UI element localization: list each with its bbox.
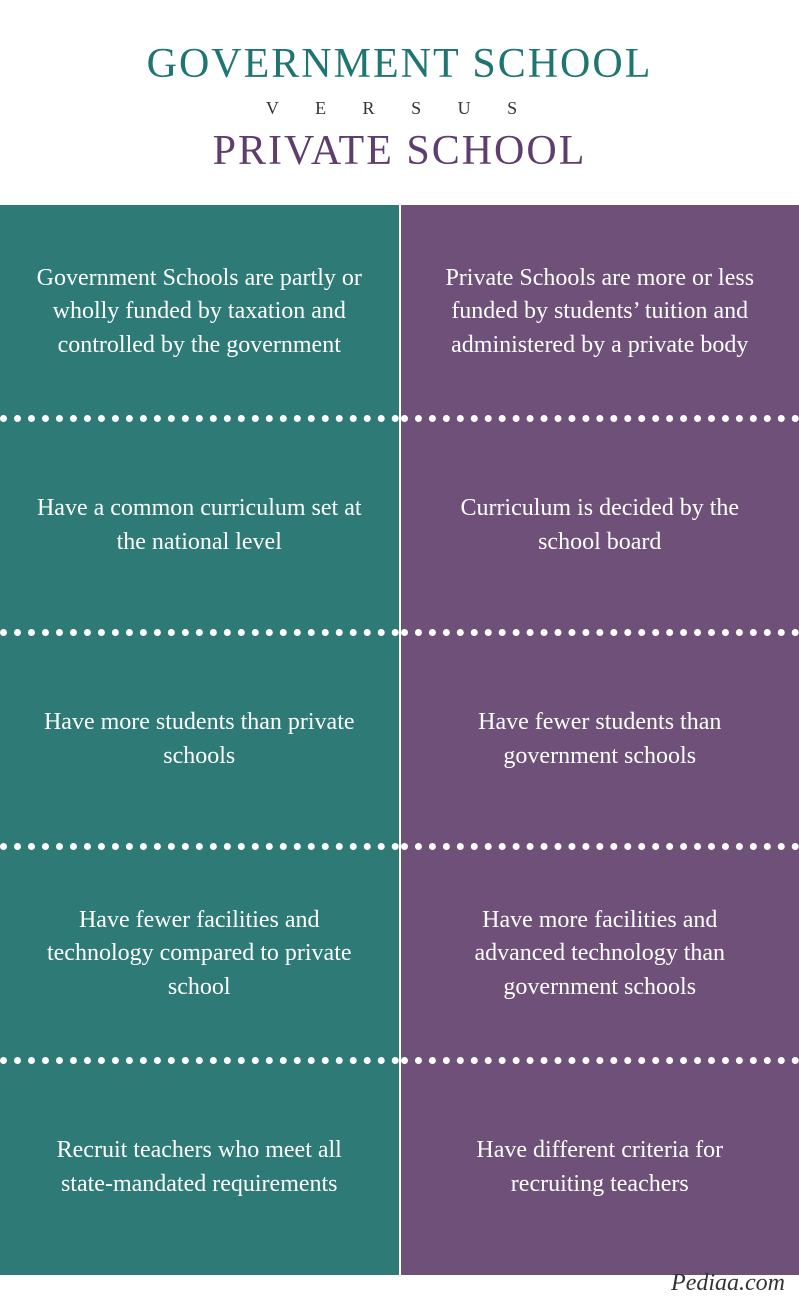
priv-cell-teachers: Have different criteria for recruiting t… (401, 1061, 799, 1275)
gov-cell-curriculum: Have a common curriculum set at the nati… (0, 419, 399, 633)
gov-cell-funding: Government Schools are partly or wholly … (0, 205, 399, 419)
priv-cell-students: Have fewer students than government scho… (401, 633, 799, 847)
title-private: PRIVATE SCHOOL (20, 127, 779, 175)
header: GOVERNMENT SCHOOL V E R S U S PRIVATE SC… (0, 0, 799, 205)
gov-cell-teachers: Recruit teachers who meet all state-mand… (0, 1061, 399, 1275)
comparison-columns: Government Schools are partly or wholly … (0, 205, 799, 1275)
footer-credit: Pediaa.com (671, 1270, 785, 1297)
government-column: Government Schools are partly or wholly … (0, 205, 399, 1275)
gov-cell-facilities: Have fewer facilities and technology com… (0, 847, 399, 1061)
private-column: Private Schools are more or less funded … (401, 205, 799, 1275)
gov-cell-students: Have more students than private schools (0, 633, 399, 847)
versus-label: V E R S U S (20, 98, 779, 119)
priv-cell-facilities: Have more facilities and advanced techno… (401, 847, 799, 1061)
title-government: GOVERNMENT SCHOOL (20, 40, 779, 88)
priv-cell-funding: Private Schools are more or less funded … (401, 205, 799, 419)
priv-cell-curriculum: Curriculum is decided by the school boar… (401, 419, 799, 633)
